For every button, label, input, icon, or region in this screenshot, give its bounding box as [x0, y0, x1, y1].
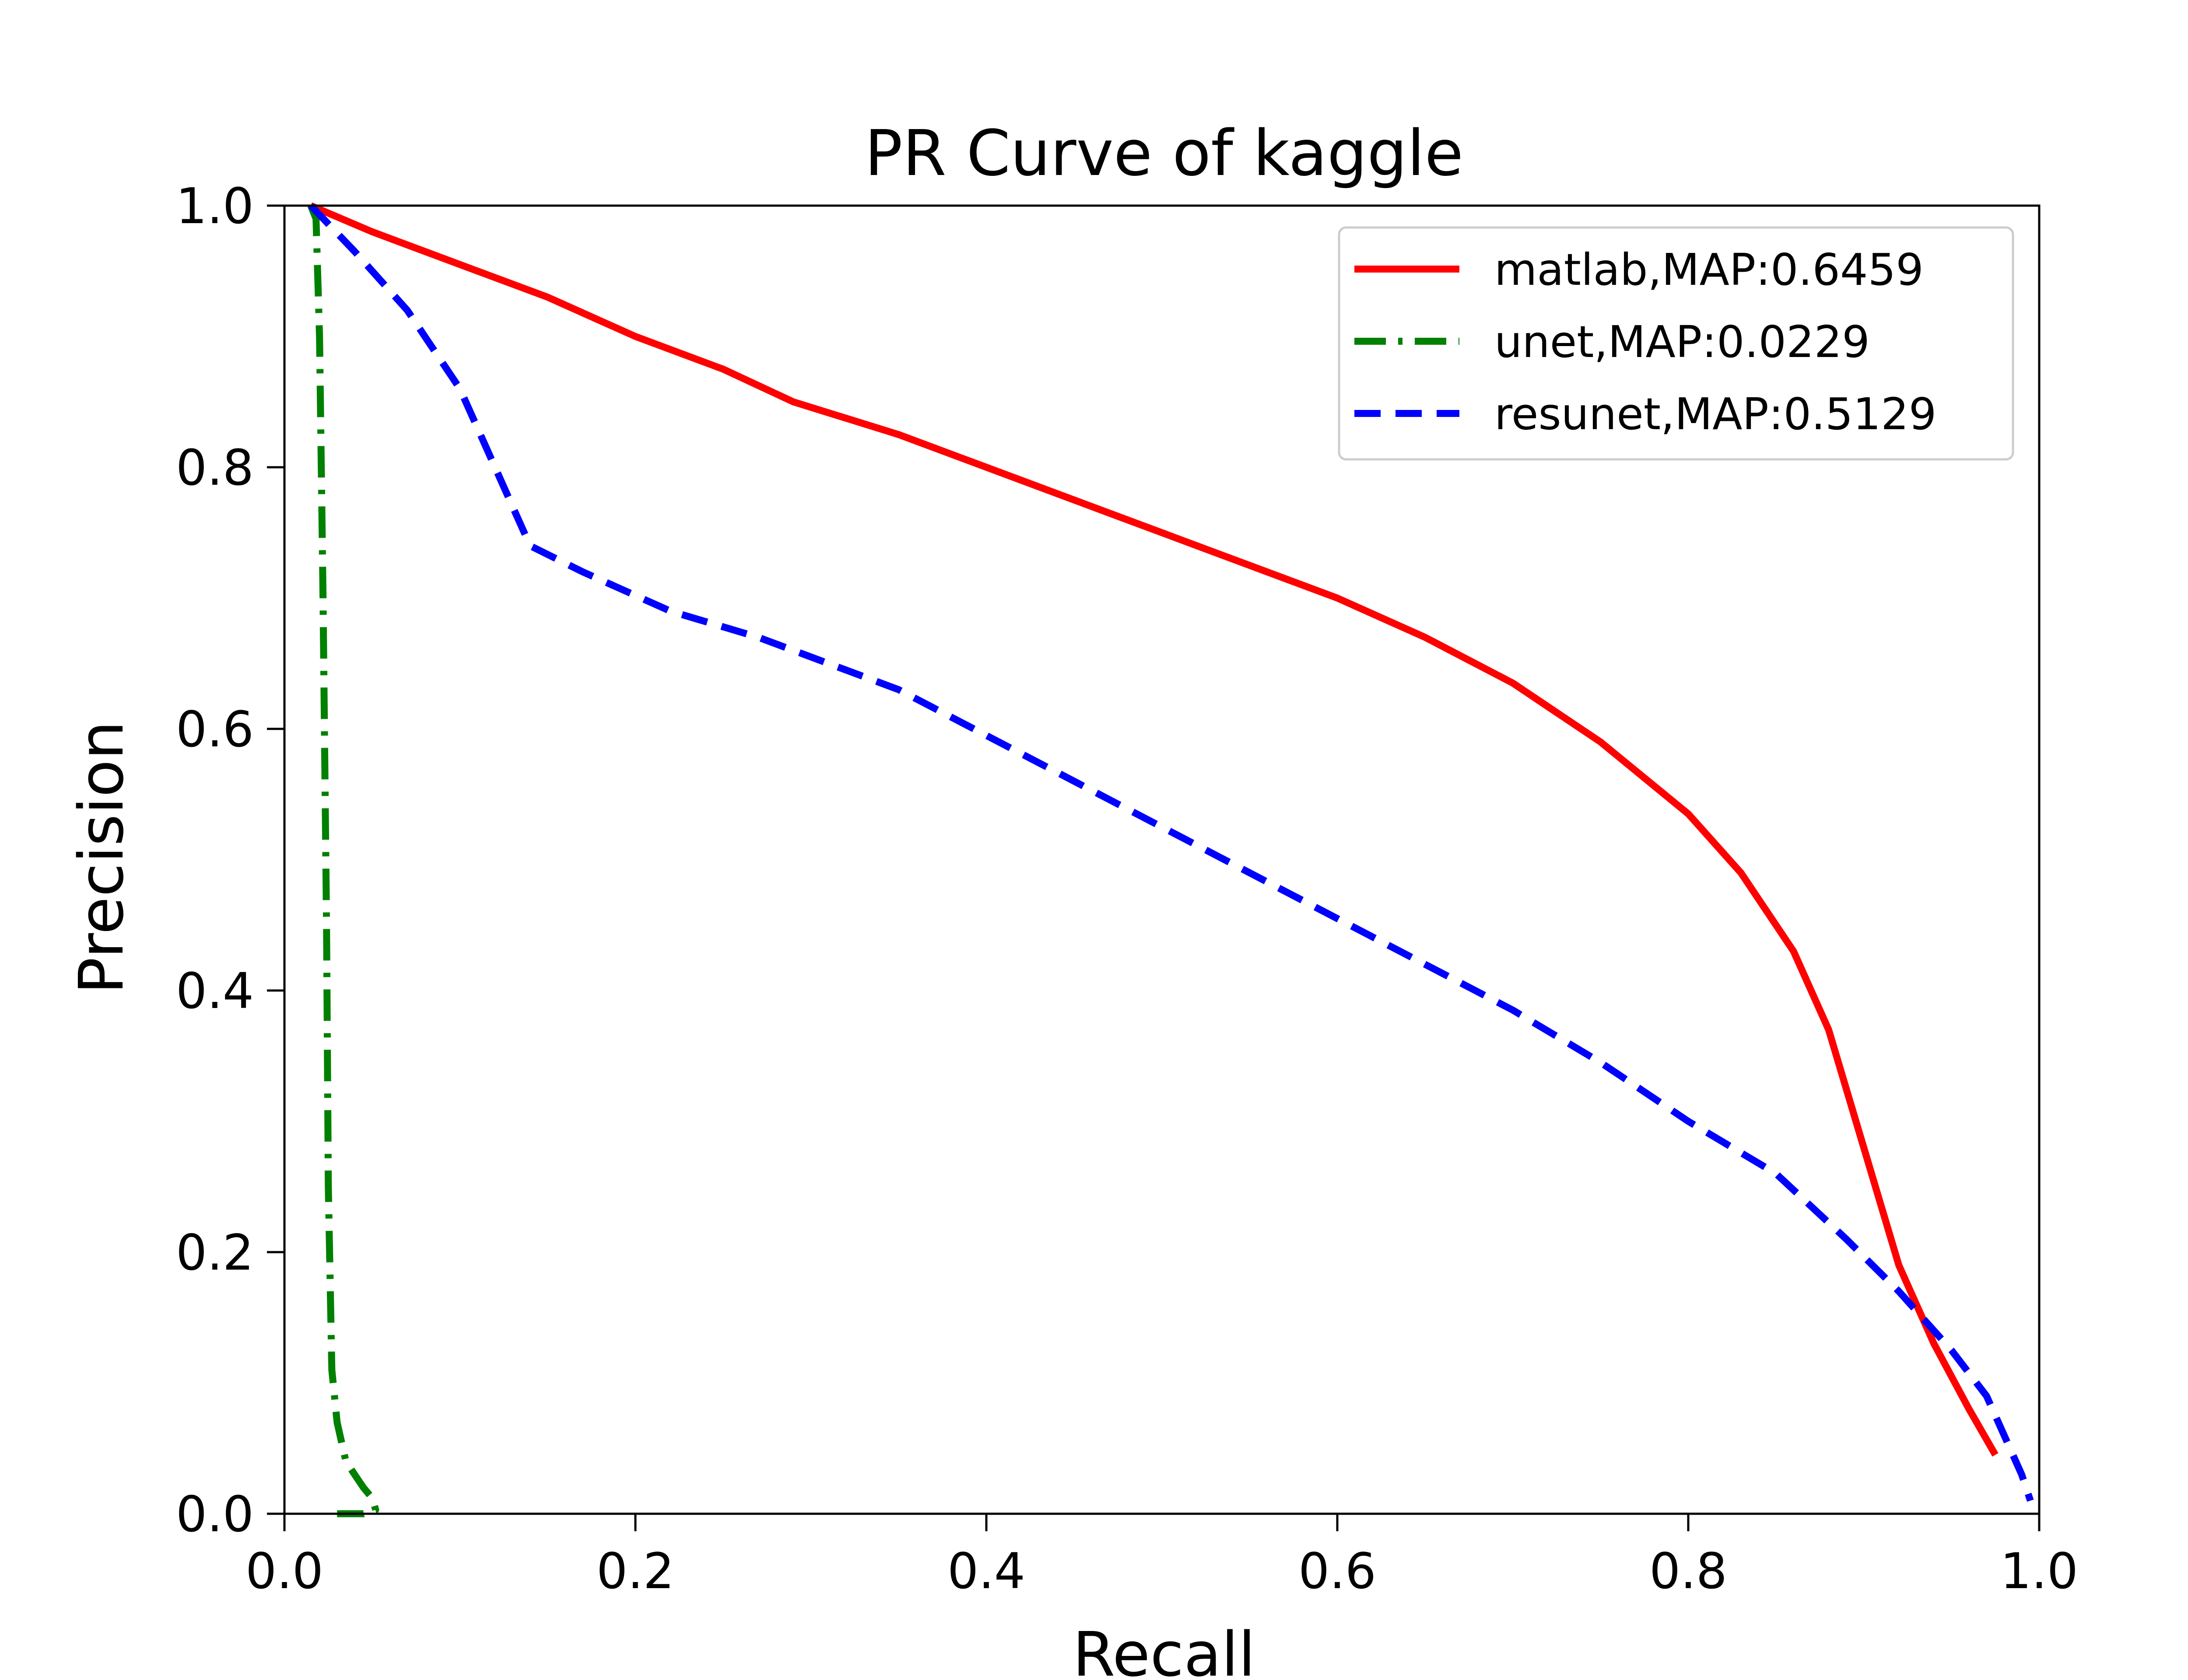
- x-tick-label: 0.8: [1649, 1543, 1727, 1600]
- y-tick-label: 0.6: [176, 701, 254, 758]
- legend: matlab,MAP:0.6459 unet,MAP:0.0229 resunet,…: [1338, 226, 2014, 461]
- y-tick-label: 0.4: [176, 963, 254, 1020]
- legend-box: [1338, 226, 2014, 461]
- y-tick-label: 0.2: [176, 1225, 254, 1281]
- legend-label: matlab,MAP:0.6459: [1494, 244, 1924, 295]
- series-line-3: [308, 203, 2034, 1502]
- y-axis-label: Precision: [66, 721, 137, 994]
- chart-title: PR Curve of kaggle: [865, 116, 1463, 190]
- x-tick-label: 0.0: [245, 1543, 323, 1600]
- y-tick-label: 0.8: [176, 440, 254, 497]
- legend-label: resunet,MAP:0.5129: [1494, 388, 1936, 440]
- y-tick-label: 1.0: [176, 178, 254, 235]
- legend-label: unet,MAP:0.0229: [1494, 316, 1870, 368]
- x-tick-label: 0.4: [947, 1543, 1025, 1600]
- series-line-1: [309, 202, 1999, 1457]
- x-tick-label: 0.2: [596, 1543, 674, 1600]
- axes-layer: 0.0 0.2 0.4 0.6 0.8 1.0 0.0 0.2 0.4 0.6 0.8 1.0: [176, 178, 2078, 1600]
- y-tick-label: 0.0: [176, 1486, 254, 1543]
- plot-frame: [283, 204, 2041, 1515]
- x-tick-label: 1.0: [2000, 1543, 2078, 1600]
- x-axis-label: Recall: [1073, 1619, 1255, 1680]
- x-tick-label: 0.6: [1298, 1543, 1376, 1600]
